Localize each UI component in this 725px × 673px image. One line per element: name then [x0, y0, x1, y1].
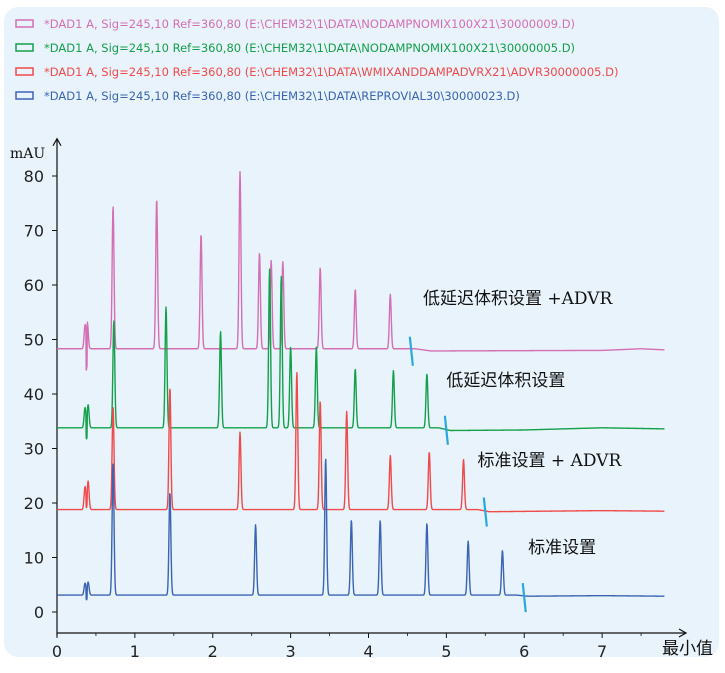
- x-tick-label: 5: [441, 642, 451, 661]
- y-axis-arrow: [52, 137, 62, 147]
- markers: [408, 336, 527, 613]
- axes: 0 10 20 30 40 50 60 70 80 0 1 2 3 4 5 6 7: [24, 137, 688, 661]
- series-line: [56, 371, 665, 513]
- series-line: [56, 268, 665, 440]
- trace-annotation: 低延迟体积设置 +ADVR: [423, 289, 614, 309]
- y-tick-label: 10: [24, 549, 44, 568]
- x-axis-arrow: [678, 628, 688, 638]
- x-tick-label: 0: [52, 642, 62, 661]
- series-line: [56, 458, 665, 601]
- traces: [56, 170, 665, 601]
- legend-entry: *DAD1 A, Sig=245,10 Ref=360,80 (E:\CHEM3…: [44, 65, 619, 79]
- x-tick-label: 4: [363, 642, 373, 661]
- legend: *DAD1 A, Sig=245,10 Ref=360,80 (E:\CHEM3…: [15, 17, 619, 103]
- legend-entry: *DAD1 A, Sig=245,10 Ref=360,80 (E:\CHEM3…: [44, 41, 575, 55]
- x-tick-label: 3: [286, 642, 296, 661]
- legend-swatch: [15, 43, 34, 52]
- legend-swatch: [15, 19, 34, 28]
- y-tick-label: 20: [24, 494, 44, 513]
- x-tick-label: 2: [208, 642, 218, 661]
- series-line: [56, 170, 665, 371]
- x-tick-label: 1: [130, 642, 140, 661]
- legend-swatch: [15, 91, 34, 100]
- y-axis-label: mAU: [10, 146, 45, 162]
- legend-entry: *DAD1 A, Sig=245,10 Ref=360,80 (E:\CHEM3…: [44, 89, 520, 103]
- x-axis-label: 最小值: [662, 639, 713, 659]
- trace-annotation: 标准设置 + ADVR: [478, 451, 623, 471]
- y-tick-label: 0: [34, 603, 44, 622]
- legend-swatch: [15, 67, 34, 76]
- y-tick-label: 60: [24, 276, 44, 295]
- y-tick-label: 40: [24, 385, 44, 404]
- chart-panel: [4, 7, 719, 657]
- trace-annotation: 低延迟体积设置: [446, 371, 565, 391]
- end-marker: [408, 336, 414, 366]
- end-marker: [482, 497, 488, 527]
- y-tick-label: 70: [24, 222, 44, 241]
- x-tick-label: 7: [597, 642, 607, 661]
- y-tick-label: 50: [24, 331, 44, 350]
- trace-annotation: 标准设置: [528, 538, 596, 558]
- legend-entry: *DAD1 A, Sig=245,10 Ref=360,80 (E:\CHEM3…: [44, 17, 575, 31]
- end-marker: [443, 415, 449, 445]
- x-tick-label: 6: [519, 642, 529, 661]
- y-tick-label: 30: [24, 440, 44, 459]
- y-tick-label: 80: [24, 167, 44, 186]
- end-marker: [521, 582, 527, 613]
